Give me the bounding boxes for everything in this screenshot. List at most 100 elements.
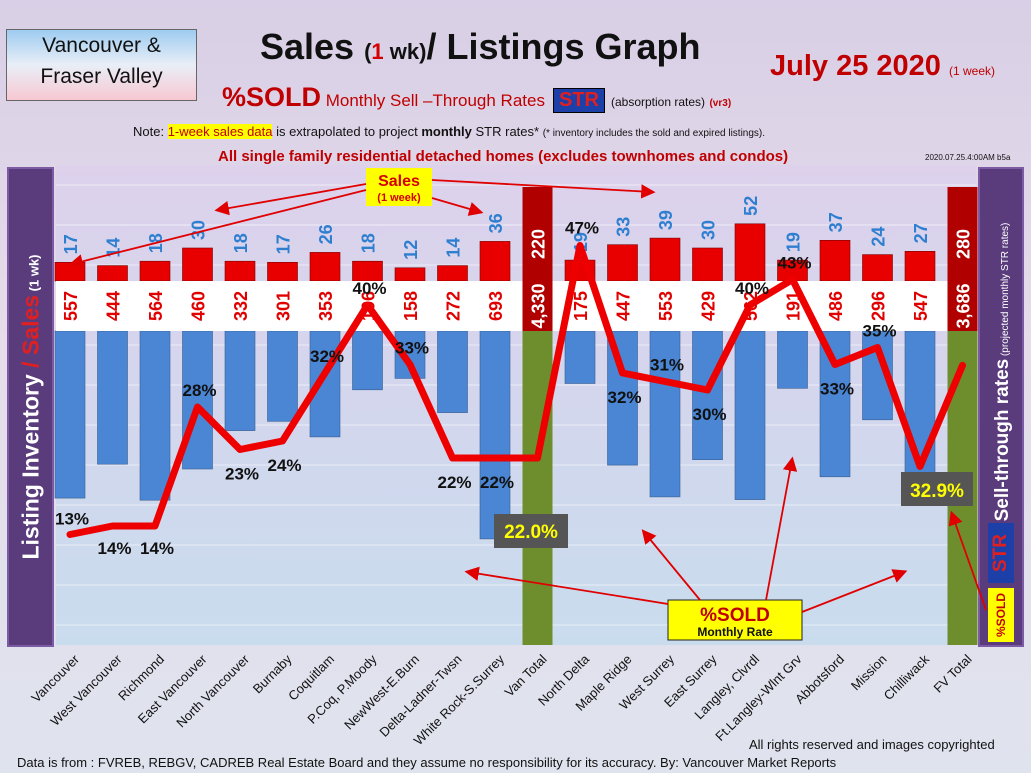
- inventory-bar-15: [692, 330, 723, 460]
- subtitle-str-badge: STR: [552, 88, 605, 113]
- sales-arrow-west-surrey: [431, 179, 656, 199]
- sales-label-15: 30: [699, 220, 719, 240]
- subtitle: %SOLD Monthly Sell –Through Rates STR (abs…: [222, 82, 731, 113]
- sales-bar-19: [862, 254, 893, 282]
- x-tick-label-19: Mission: [848, 652, 890, 694]
- sold-point-2: [153, 524, 157, 528]
- inventory-bar-16: [734, 330, 766, 500]
- title-part-b: / Listings Graph: [426, 26, 701, 67]
- sales-bar-11: [522, 187, 553, 281]
- sold-arrow-fv-total: [948, 510, 987, 611]
- inventory-label-0: 557: [61, 291, 81, 321]
- inventory-label-13: 447: [614, 291, 634, 321]
- total-band-cell-11: [522, 281, 553, 331]
- title-wk: wk): [383, 39, 427, 64]
- sold-point-7: [365, 303, 370, 307]
- chart-title: Sales (1 wk)/ Listings Graph: [260, 26, 701, 68]
- sold-label-0: 13%: [55, 510, 89, 529]
- fv-total-str-label: 32.9%: [910, 481, 964, 502]
- sales-bar-0: [54, 261, 86, 282]
- inventory-label-8: 158: [401, 291, 421, 321]
- sales-label-10: 36: [486, 213, 506, 233]
- sold-label-15: 30%: [692, 405, 726, 424]
- inventory-bar-20: [904, 330, 936, 496]
- sold-point-21: [960, 363, 965, 368]
- sales-label-16: 52: [741, 196, 761, 216]
- sales-arrow-white-rock: [431, 197, 484, 216]
- inventory-bar-1: [97, 330, 128, 465]
- note-line: Note: 1-week sales data is extrapolated …: [133, 124, 765, 139]
- scope-note: All single family residential detached h…: [218, 148, 789, 165]
- sales-bar-20: [904, 251, 936, 282]
- sold-point-13: [620, 371, 625, 375]
- sales-bar-18: [819, 240, 851, 282]
- inventory-label-6: 353: [316, 291, 336, 321]
- sales-label-12: 19: [571, 232, 591, 252]
- subtitle-version: (vr3): [709, 98, 732, 109]
- sold-label-14: 31%: [650, 356, 684, 375]
- sales-label-4: 18: [231, 233, 251, 253]
- inventory-bar-18: [819, 330, 851, 478]
- data-source-note: Data is from : FVREB, REBGV, CADREB Real…: [17, 755, 837, 770]
- title-part-a: Sales: [260, 26, 365, 67]
- sales-label-5: 17: [274, 234, 294, 254]
- sold-label-4: 23%: [225, 465, 259, 484]
- sales-label-18: 37: [826, 212, 846, 232]
- sales-bar-4: [224, 260, 256, 282]
- sold-arrow-maple: [641, 529, 701, 601]
- sales-bar-10: [479, 241, 511, 282]
- sales-label-9: 14: [444, 238, 464, 258]
- sold-label-16: 40%: [735, 279, 769, 298]
- sold-point-6: [323, 371, 327, 375]
- sales-label-13: 33: [614, 217, 634, 237]
- sold-line: [66, 242, 966, 538]
- title-paren: (: [364, 39, 372, 64]
- inventory-bar-0: [54, 330, 86, 499]
- region-line-2: Fraser Valley: [40, 65, 163, 88]
- sales-bar-1: [97, 265, 128, 282]
- sales-bar-16: [734, 223, 766, 282]
- sold-label-7: 40%: [352, 279, 386, 298]
- van-total-str-box: [494, 514, 568, 548]
- inventory-label-12: 175: [571, 291, 591, 321]
- sales-bar-2: [139, 260, 171, 282]
- sales-callout-sub: (1 week): [377, 192, 421, 204]
- region-box: Vancouver & Fraser Valley: [6, 29, 197, 101]
- inventory-label-20: 547: [911, 291, 931, 321]
- inventory-label-5: 301: [274, 291, 294, 321]
- sold-point-9: [450, 456, 455, 460]
- total-band-cell-21: [947, 281, 978, 331]
- sold-label-3: 28%: [182, 381, 216, 400]
- sales-bar-8: [394, 267, 426, 282]
- sales-arrow-vancouver: [68, 189, 367, 269]
- subtitle-abs: (absorption rates): [610, 95, 706, 109]
- note-small: (* inventory includes the sold and expir…: [542, 128, 766, 139]
- inventory-bar-2: [139, 330, 171, 501]
- inventory-label-4: 332: [231, 291, 251, 321]
- note-prefix: Note:: [133, 124, 168, 139]
- sold-label-13: 32%: [607, 388, 641, 407]
- sales-callout-box: [366, 168, 432, 206]
- note-bold: monthly: [421, 124, 472, 139]
- title-one: 1: [371, 39, 384, 64]
- inventory-bar-14: [649, 330, 681, 498]
- copyright-note: All rights reserved and images copyright…: [749, 737, 995, 752]
- sold-callout-title: %SOLD: [700, 605, 770, 626]
- sold-callout-box: [667, 599, 803, 641]
- x-tick-label-21: FV Total: [930, 651, 974, 695]
- inventory-label-14: 553: [656, 291, 676, 321]
- date-sub: (1 week): [948, 64, 995, 78]
- sales-label-11: 220: [529, 229, 549, 259]
- sales-label-8: 12: [401, 240, 421, 260]
- inventory-bar-17: [777, 330, 808, 389]
- sales-arrow-east-van: [214, 183, 367, 216]
- fv-total-str-box: [901, 472, 973, 506]
- sales-label-17: 19: [784, 232, 804, 252]
- sales-label-21: 280: [954, 229, 974, 259]
- sold-point-3: [195, 405, 200, 409]
- sold-point-14: [663, 379, 667, 384]
- sales-bar-13: [607, 244, 638, 282]
- sold-label-10: 22%: [480, 473, 514, 492]
- sold-label-6: 32%: [310, 347, 344, 366]
- sales-bar-6: [309, 252, 341, 282]
